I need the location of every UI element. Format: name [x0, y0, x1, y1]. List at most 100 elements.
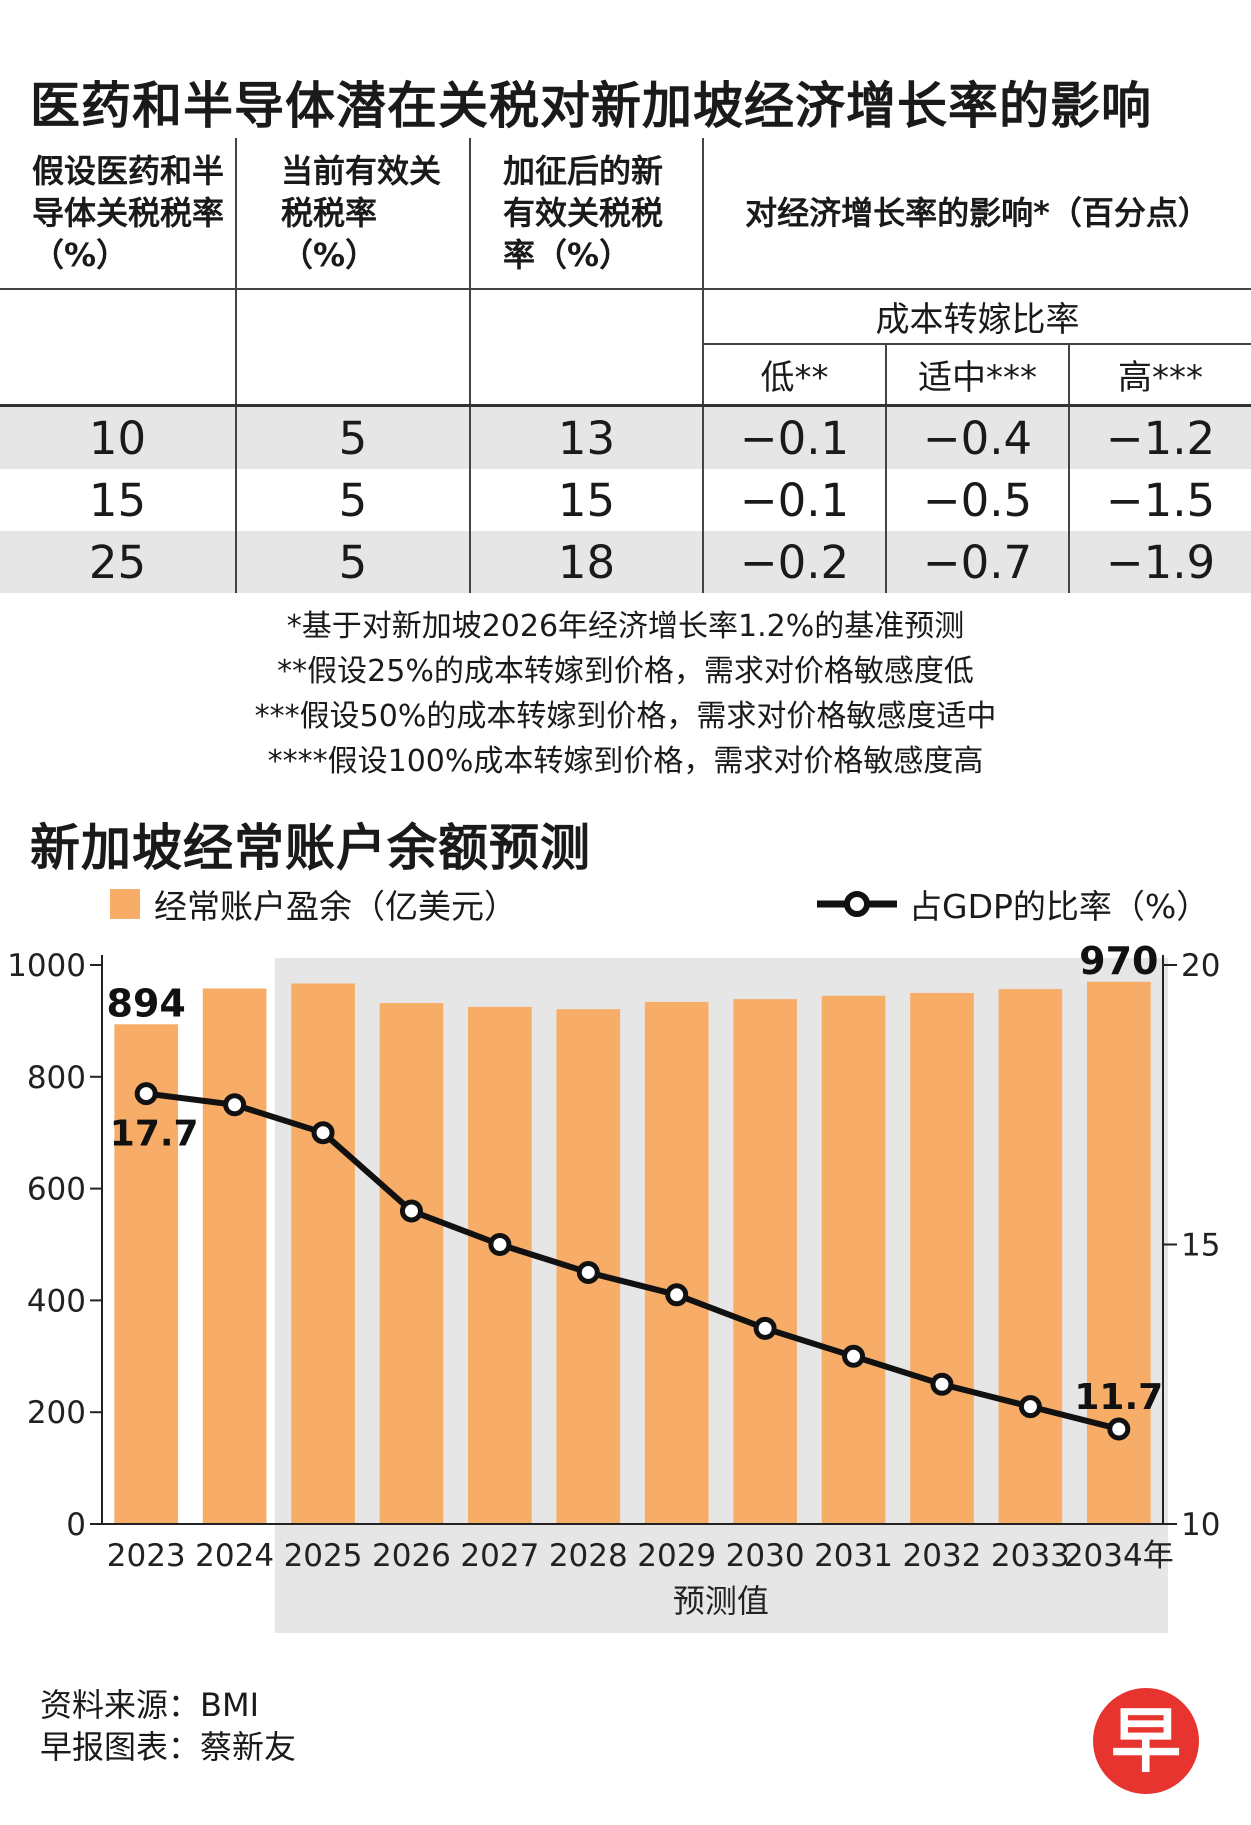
legend-line-label: 占GDP的比率（%） — [909, 887, 1210, 926]
y-right-tick-label: 10 — [1181, 1507, 1220, 1543]
gdp-ratio-line — [145, 1090, 1120, 1432]
x-tick-label: 2032 — [903, 1538, 982, 1574]
x-tick-label: 2027 — [460, 1538, 539, 1574]
x-tick-label: 2026 — [372, 1538, 451, 1574]
table-footnotes: *基于对新加坡2026年经济增长率1.2%的基准预测 **假设25%的成本转嫁到… — [0, 604, 1251, 784]
cell-new: 15 — [470, 469, 704, 531]
table-header-row: 假设医药和半导体关税税率（%） 当前有效关税税率（%） 加征后的新有效关税税率（… — [0, 138, 1251, 290]
table-row: 15 5 15 −0.1 −0.5 −1.5 — [0, 469, 1251, 531]
gdp-ratio-point-2025 — [311, 1121, 335, 1145]
chart-title: 新加坡经常账户余额预测 — [30, 819, 591, 877]
table-subheader-row: 成本转嫁比率 — [0, 289, 1251, 406]
source-text: 资料来源：BMI — [40, 1686, 260, 1724]
gdp-ratio-point-2024 — [223, 1093, 247, 1117]
x-tick-label: 2028 — [549, 1538, 628, 1574]
cell-tariff: 25 — [0, 531, 237, 593]
header-new-tariff: 加征后的新有效关税税率（%） — [470, 138, 704, 290]
tariff-impact-table: 假设医药和半导体关税税率（%） 当前有效关税税率（%） 加征后的新有效关税税率（… — [0, 138, 1251, 593]
table-row: 10 5 13 −0.1 −0.4 −1.2 — [0, 405, 1251, 469]
x-tick-label: 2034年 — [1064, 1538, 1174, 1574]
header-low: 低** — [703, 344, 887, 406]
cell-current: 5 — [236, 531, 471, 593]
cell-mid: −0.7 — [886, 531, 1070, 593]
gdp-ratio-point-2029 — [665, 1283, 689, 1307]
cell-low: −0.2 — [703, 531, 887, 593]
bar-2030 — [733, 999, 797, 1524]
y-left-tick-label: 400 — [27, 1283, 86, 1319]
gdp-ratio-point-2026 — [399, 1199, 423, 1223]
footnote: *基于对新加坡2026年经济增长率1.2%的基准预测 — [286, 609, 965, 644]
header-pass-through-ratio: 成本转嫁比率 — [703, 289, 1251, 345]
cell-mid: −0.4 — [886, 405, 1070, 469]
x-tick-label: 2031 — [814, 1538, 893, 1574]
gdp-ratio-point-2032 — [930, 1372, 954, 1396]
cell-new: 13 — [470, 405, 704, 469]
gdp-ratio-point-2030 — [753, 1316, 777, 1340]
forecast-label: 预测值 — [673, 1582, 769, 1620]
cell-tariff: 15 — [0, 469, 237, 531]
cell-current: 5 — [236, 469, 471, 531]
y-right-tick-label: 20 — [1181, 948, 1220, 984]
cell-mid: −0.5 — [886, 469, 1070, 531]
y-left-tick-label: 600 — [27, 1172, 86, 1208]
cell-high: −1.5 — [1105, 473, 1216, 527]
footnote: ****假设100%成本转嫁到价格，需求对价格敏感度高 — [267, 744, 984, 779]
x-tick-label: 2029 — [637, 1538, 716, 1574]
bar-2033 — [998, 989, 1063, 1524]
table-row: 25 5 18 −0.2 −0.7 −1.9 — [0, 531, 1251, 593]
gdp-ratio-point-2028 — [576, 1260, 600, 1284]
bar-2029 — [644, 1001, 709, 1524]
x-tick-label: 2024 — [195, 1538, 274, 1574]
bar-2023 — [114, 1024, 179, 1524]
cell-high: −1.9 — [1069, 531, 1251, 593]
cell-high: −1.2 — [1069, 405, 1251, 469]
bar-2031 — [821, 995, 886, 1524]
header-assumed-tariff: 假设医药和半导体关税税率（%） — [0, 138, 237, 290]
header-high: 高*** — [1118, 358, 1203, 398]
legend-bar-swatch — [110, 889, 140, 919]
legend-bar: 经常账户盈余（亿美元） — [110, 880, 517, 928]
zaobao-logo: 早 — [1093, 1688, 1199, 1794]
gdp-ratio-point-2023 — [134, 1082, 158, 1106]
table-title: 医药和半导体潜在关税对新加坡经济增长率的影响 — [30, 77, 1152, 135]
bar-label-last: 970 — [1079, 940, 1158, 983]
bar-2032 — [910, 992, 974, 1524]
y-right-tick-label: 15 — [1181, 1228, 1220, 1264]
gdp-ratio-point-2027 — [488, 1233, 512, 1256]
y-left-tick-label: 0 — [66, 1507, 86, 1543]
cell-low: −0.1 — [703, 469, 887, 531]
x-tick-label: 2025 — [284, 1538, 363, 1574]
gdp-ratio-point-2033 — [1018, 1395, 1042, 1419]
bar-2024 — [202, 988, 267, 1524]
footnote: **假设25%的成本转嫁到价格，需求对价格敏感度低 — [277, 654, 974, 689]
credit-text: 早报图表：蔡新友 — [40, 1728, 297, 1766]
y-left-tick-label: 200 — [27, 1395, 86, 1431]
cell-new: 18 — [470, 531, 704, 593]
gdp-ratio-point-2031 — [842, 1344, 866, 1368]
x-tick-label: 2033 — [991, 1538, 1070, 1574]
header-current-tariff: 当前有效关税税率（%） — [236, 138, 471, 290]
y-left-tick-label: 1000 — [7, 948, 86, 984]
cell-low: −0.1 — [703, 405, 887, 469]
x-tick-label: 2030 — [726, 1538, 805, 1574]
bar-2026 — [379, 1003, 444, 1524]
x-tick-label: 2023 — [107, 1538, 186, 1574]
y-left-tick-label: 800 — [27, 1060, 86, 1096]
header-mid: 适中*** — [886, 344, 1070, 406]
legend-line-marker-icon — [817, 891, 897, 917]
line-label-last: 11.7 — [1074, 1377, 1163, 1418]
header-growth-impact: 对经济增长率的影响*（百分点） — [703, 138, 1251, 290]
footnote: ***假设50%的成本转嫁到价格，需求对价格敏感度适中 — [254, 699, 997, 734]
cell-current: 5 — [236, 405, 471, 469]
legend-line: 占GDP的比率（%） — [815, 880, 1209, 928]
bar-2025 — [291, 983, 355, 1524]
line-label-first: 17.7 — [110, 1114, 199, 1155]
gdp-ratio-point-2034年 — [1107, 1417, 1131, 1441]
bar-2034年 — [1086, 981, 1151, 1524]
bar-label-first: 894 — [107, 981, 186, 1025]
bar-2027 — [468, 1006, 532, 1524]
cell-tariff: 10 — [0, 405, 237, 469]
legend-bar-label: 经常账户盈余（亿美元） — [154, 887, 517, 926]
table-subheader-levels: 低** 适中*** 高*** — [0, 344, 1251, 406]
